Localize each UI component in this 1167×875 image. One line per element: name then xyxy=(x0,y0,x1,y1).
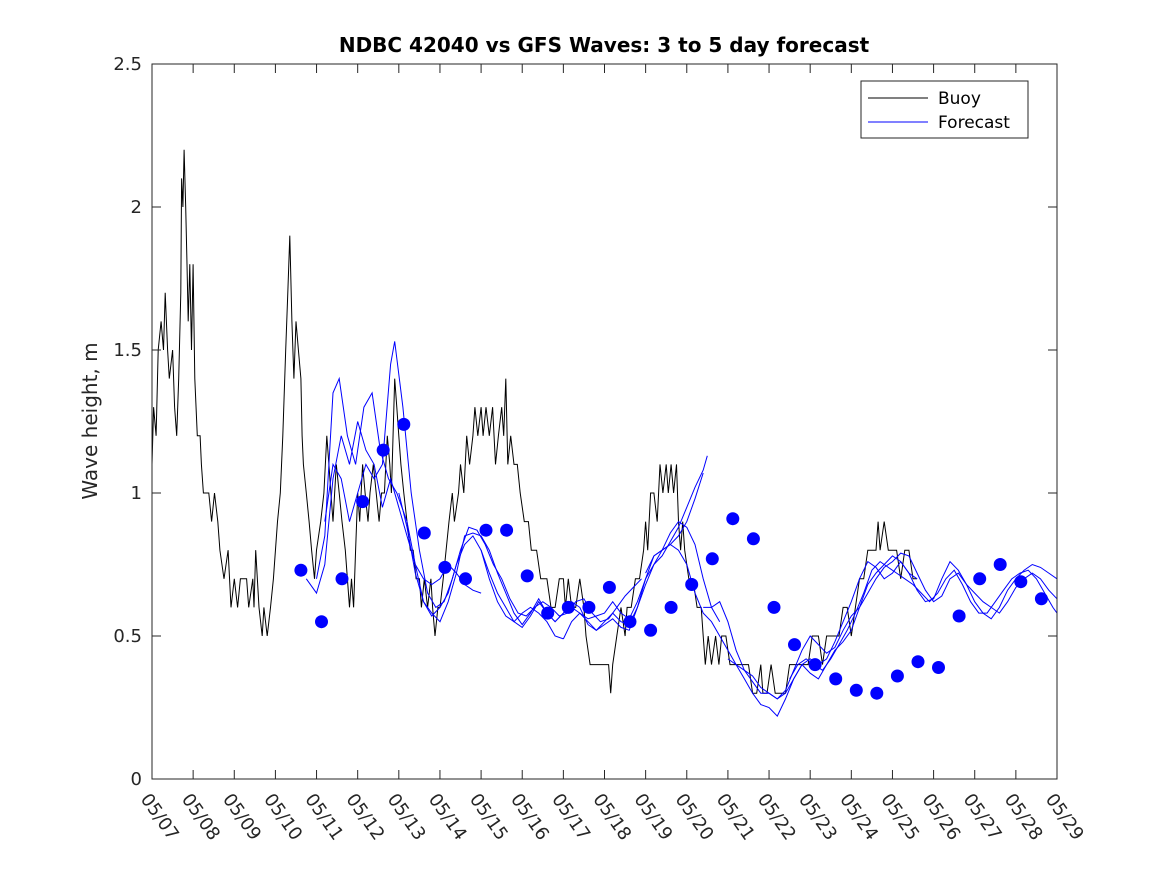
forecast-point-27 xyxy=(829,672,843,686)
forecast-point-12 xyxy=(520,569,534,583)
forecast-point-11 xyxy=(500,523,514,537)
forecast-point-15 xyxy=(582,600,596,614)
forecast-line-2 xyxy=(316,376,564,640)
y-tick-label-3: 1.5 xyxy=(113,340,142,361)
forecast-point-22 xyxy=(726,512,740,526)
forecast-point-3 xyxy=(335,572,349,586)
forecast-point-26 xyxy=(808,658,822,672)
forecast-line-9 xyxy=(727,552,1057,700)
legend-box xyxy=(860,80,1029,139)
forecast-point-23 xyxy=(746,532,760,546)
forecast-point-37 xyxy=(1034,592,1048,606)
forecast-point-16 xyxy=(602,580,616,594)
forecast-point-18 xyxy=(644,623,658,637)
forecast-point-5 xyxy=(376,443,390,457)
legend-buoy-label: Buoy xyxy=(938,89,981,109)
forecast-point-28 xyxy=(849,683,863,697)
forecast-point-21 xyxy=(705,552,719,566)
y-tick-label-4: 2 xyxy=(131,197,142,218)
forecast-point-20 xyxy=(685,578,699,591)
forecast-point-29 xyxy=(870,686,884,700)
y-tick-label-1: 0.5 xyxy=(113,626,142,647)
forecast-line-6 xyxy=(562,455,708,640)
forecast-point-24 xyxy=(767,600,781,614)
y-tick-label-2: 1 xyxy=(131,483,142,504)
forecast-line-10 xyxy=(789,560,1057,680)
legend: Buoy Forecast xyxy=(860,80,1029,139)
forecast-point-19 xyxy=(664,600,678,614)
plot-content xyxy=(152,149,1057,717)
forecast-point-10 xyxy=(479,523,493,537)
forecast-point-6 xyxy=(397,417,411,431)
forecast-point-34 xyxy=(973,572,987,586)
forecast-point-4 xyxy=(356,495,370,509)
forecast-point-9 xyxy=(459,572,472,586)
forecast-point-36 xyxy=(1014,575,1028,589)
plot-area xyxy=(152,149,1057,717)
forecast-point-31 xyxy=(911,655,925,669)
forecast-point-17 xyxy=(623,615,637,629)
forecast-point-2 xyxy=(315,615,328,629)
forecast-point-14 xyxy=(561,600,575,614)
forecast-point-8 xyxy=(438,560,452,574)
forecast-point-7 xyxy=(417,526,431,540)
forecast-point-30 xyxy=(890,669,904,683)
y-tick-label-5: 2.5 xyxy=(113,54,142,75)
forecast-line-1 xyxy=(305,421,482,595)
y-axis-label: Wave height, m xyxy=(78,342,102,499)
forecast-point-35 xyxy=(993,558,1007,571)
chart-title: NDBC 42040 vs GFS Waves: 3 to 5 day fore… xyxy=(339,33,870,57)
forecast-point-32 xyxy=(932,661,945,674)
y-tick-label-0: 0 xyxy=(131,769,142,790)
forecast-point-33 xyxy=(952,609,966,623)
forecast-point-1 xyxy=(294,563,308,577)
forecast-point-25 xyxy=(788,638,801,652)
legend-forecast-label: Forecast xyxy=(938,113,1010,133)
forecast-point-13 xyxy=(541,606,555,620)
